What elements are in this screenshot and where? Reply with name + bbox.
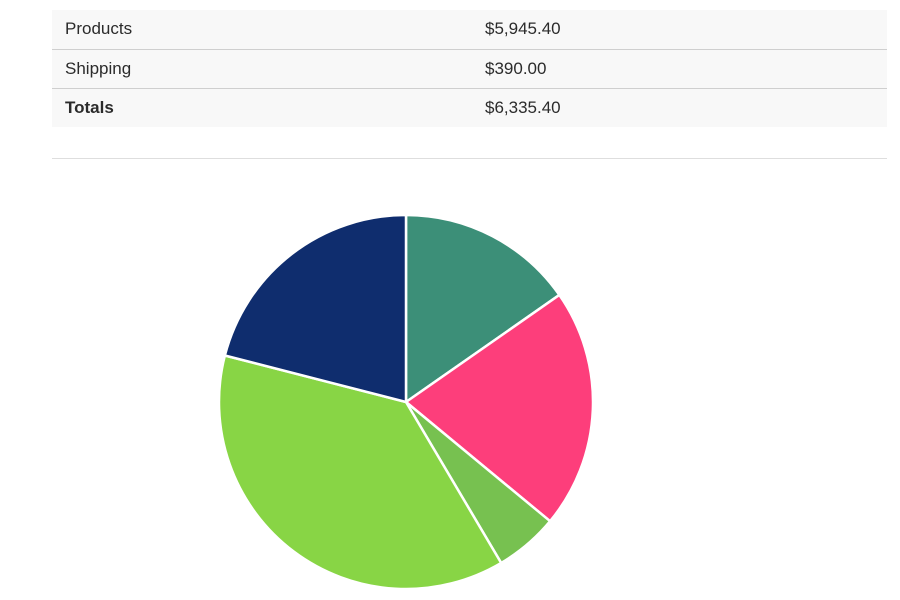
pie-slice-1[interactable]: [404, 213, 561, 404]
totals-label: Totals: [65, 97, 114, 117]
products-label: Products: [65, 19, 133, 39]
totals-row: Totals $6,335.40: [52, 88, 887, 127]
shipping-row: Shipping $390.00: [52, 49, 887, 88]
order-totals-table: Products $5,945.40 Shipping $390.00 Tota…: [52, 10, 887, 127]
shipping-label: Shipping: [65, 58, 132, 78]
pie-slice-2[interactable]: [404, 293, 595, 523]
pie-slice-5[interactable]: [223, 213, 408, 404]
totals-value: $6,335.40: [485, 97, 561, 117]
pie-chart: [217, 213, 595, 591]
products-row: Products $5,945.40: [52, 10, 887, 49]
shipping-value: $390.00: [485, 58, 547, 78]
products-value: $5,945.40: [485, 19, 561, 39]
pie-slice-4[interactable]: [217, 354, 503, 591]
section-divider: [52, 158, 887, 159]
